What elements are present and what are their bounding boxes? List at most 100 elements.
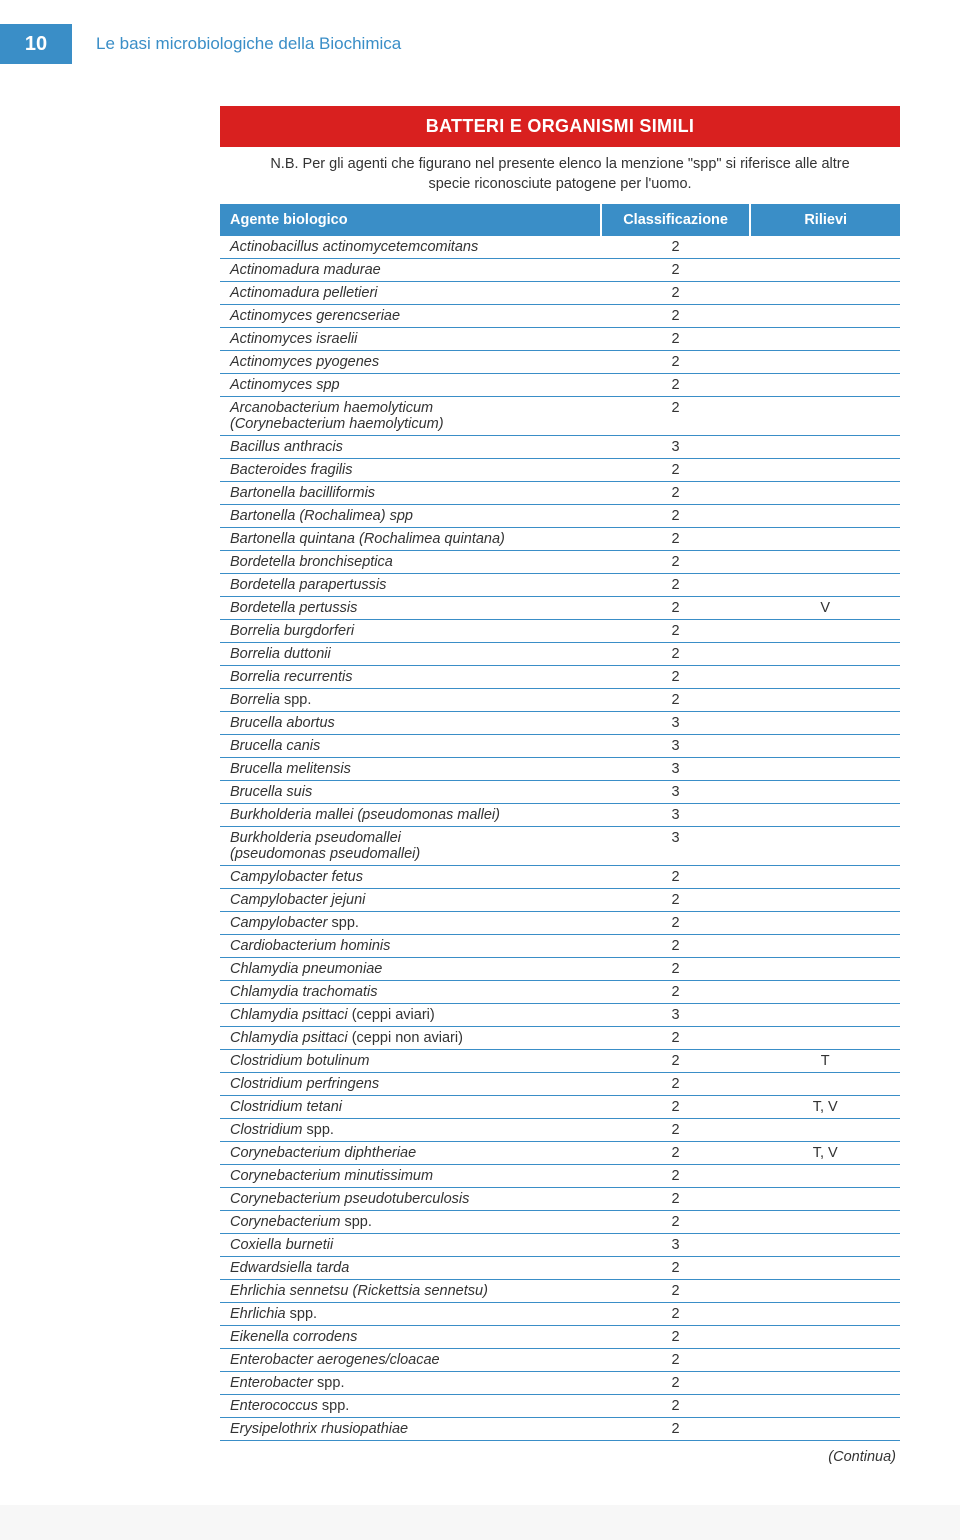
table-row: Enterococcus spp.2	[220, 1395, 900, 1418]
cell-agent: Corynebacterium diphtheriae	[220, 1142, 601, 1165]
cell-agent: Actinomadura madurae	[220, 259, 601, 282]
cell-rilievi	[750, 758, 900, 781]
cell-rilievi	[750, 735, 900, 758]
table-row: Bordetella parapertussis2	[220, 574, 900, 597]
table-row: Chlamydia psittaci (ceppi aviari)3	[220, 1004, 900, 1027]
cell-class: 2	[601, 889, 751, 912]
cell-rilievi	[750, 528, 900, 551]
table-row: Campylobacter spp.2	[220, 912, 900, 935]
cell-class: 2	[601, 1050, 751, 1073]
main-content: BATTERI E ORGANISMI SIMILI N.B. Per gli …	[220, 106, 900, 1465]
agents-table: Agente biologico Classificazione Rilievi…	[220, 204, 900, 1441]
cell-rilievi	[750, 620, 900, 643]
cell-rilievi	[750, 666, 900, 689]
cell-agent: Brucella suis	[220, 781, 601, 804]
cell-agent: Corynebacterium minutissimum	[220, 1165, 601, 1188]
chapter-title: Le basi microbiologiche della Biochimica	[96, 34, 401, 54]
cell-class: 2	[601, 328, 751, 351]
cell-agent: Brucella canis	[220, 735, 601, 758]
table-row: Bacillus anthracis3	[220, 436, 900, 459]
table-title-bar: BATTERI E ORGANISMI SIMILI	[220, 106, 900, 147]
cell-rilievi	[750, 1165, 900, 1188]
cell-agent: Burkholderia mallei (pseudomonas mallei)	[220, 804, 601, 827]
table-row: Actinomadura pelletieri2	[220, 282, 900, 305]
table-row: Ehrlichia spp.2	[220, 1303, 900, 1326]
table-row: Chlamydia pneumoniae2	[220, 958, 900, 981]
cell-agent: Actinobacillus actinomycetemcomitans	[220, 236, 601, 259]
table-row: Ehrlichia sennetsu (Rickettsia sennetsu)…	[220, 1280, 900, 1303]
table-row: Brucella canis3	[220, 735, 900, 758]
cell-rilievi	[750, 397, 900, 436]
cell-agent: Borrelia duttonii	[220, 643, 601, 666]
cell-rilievi	[750, 574, 900, 597]
cell-class: 2	[601, 666, 751, 689]
cell-class: 2	[601, 397, 751, 436]
cell-rilievi	[750, 551, 900, 574]
cell-class: 2	[601, 1326, 751, 1349]
cell-class: 3	[601, 1234, 751, 1257]
table-row: Cardiobacterium hominis2	[220, 935, 900, 958]
table-row: Chlamydia trachomatis2	[220, 981, 900, 1004]
cell-class: 2	[601, 1211, 751, 1234]
cell-rilievi	[750, 981, 900, 1004]
table-row: Corynebacterium pseudotuberculosis2	[220, 1188, 900, 1211]
table-header-row: Agente biologico Classificazione Rilievi	[220, 204, 900, 236]
cell-rilievi	[750, 781, 900, 804]
cell-agent: Actinomadura pelletieri	[220, 282, 601, 305]
cell-rilievi	[750, 1004, 900, 1027]
cell-rilievi: T, V	[750, 1096, 900, 1119]
table-row: Chlamydia psittaci (ceppi non aviari)2	[220, 1027, 900, 1050]
cell-class: 3	[601, 1004, 751, 1027]
cell-agent: Enterococcus spp.	[220, 1395, 601, 1418]
cell-rilievi	[750, 1372, 900, 1395]
cell-class: 2	[601, 958, 751, 981]
cell-agent: Actinomyces gerencseriae	[220, 305, 601, 328]
cell-agent: Chlamydia psittaci (ceppi non aviari)	[220, 1027, 601, 1050]
table-row: Enterobacter aerogenes/cloacae2	[220, 1349, 900, 1372]
cell-rilievi	[750, 1418, 900, 1441]
cell-class: 3	[601, 781, 751, 804]
cell-rilievi	[750, 1303, 900, 1326]
cell-agent: Ehrlichia spp.	[220, 1303, 601, 1326]
table-row: Campylobacter fetus2	[220, 866, 900, 889]
cell-rilievi	[750, 889, 900, 912]
cell-agent: Erysipelothrix rhusiopathiae	[220, 1418, 601, 1441]
cell-agent: Cardiobacterium hominis	[220, 935, 601, 958]
cell-class: 2	[601, 282, 751, 305]
cell-class: 2	[601, 1096, 751, 1119]
cell-rilievi	[750, 1211, 900, 1234]
cell-agent: Campylobacter fetus	[220, 866, 601, 889]
cell-agent: Bordetella parapertussis	[220, 574, 601, 597]
table-row: Bartonella bacilliformis2	[220, 482, 900, 505]
cell-rilievi	[750, 436, 900, 459]
cell-agent: Enterobacter spp.	[220, 1372, 601, 1395]
cell-rilievi: T, V	[750, 1142, 900, 1165]
cell-class: 2	[601, 866, 751, 889]
cell-agent: Clostridium perfringens	[220, 1073, 601, 1096]
table-row: Bacteroides fragilis2	[220, 459, 900, 482]
table-row: Bartonella quintana (Rochalimea quintana…	[220, 528, 900, 551]
table-row: Brucella abortus3	[220, 712, 900, 735]
table-row: Actinobacillus actinomycetemcomitans2	[220, 236, 900, 259]
table-row: Burkholderia mallei (pseudomonas mallei)…	[220, 804, 900, 827]
table-row: Brucella suis3	[220, 781, 900, 804]
cell-rilievi	[750, 1027, 900, 1050]
cell-agent: Bordetella bronchiseptica	[220, 551, 601, 574]
cell-class: 2	[601, 643, 751, 666]
cell-rilievi	[750, 689, 900, 712]
table-note: N.B. Per gli agenti che figurano nel pre…	[220, 147, 900, 204]
cell-class: 2	[601, 1280, 751, 1303]
table-row: Campylobacter jejuni2	[220, 889, 900, 912]
cell-rilievi	[750, 935, 900, 958]
cell-class: 2	[601, 1418, 751, 1441]
table-row: Borrelia recurrentis2	[220, 666, 900, 689]
table-row: Edwardsiella tarda2	[220, 1257, 900, 1280]
table-row: Actinomyces israelii2	[220, 328, 900, 351]
page-number: 10	[0, 24, 72, 64]
cell-agent: Actinomyces spp	[220, 374, 601, 397]
cell-agent: Clostridium botulinum	[220, 1050, 601, 1073]
cell-class: 2	[601, 351, 751, 374]
table-row: Corynebacterium minutissimum2	[220, 1165, 900, 1188]
cell-agent: Arcanobacterium haemolyticum(Corynebacte…	[220, 397, 601, 436]
cell-class: 2	[601, 236, 751, 259]
